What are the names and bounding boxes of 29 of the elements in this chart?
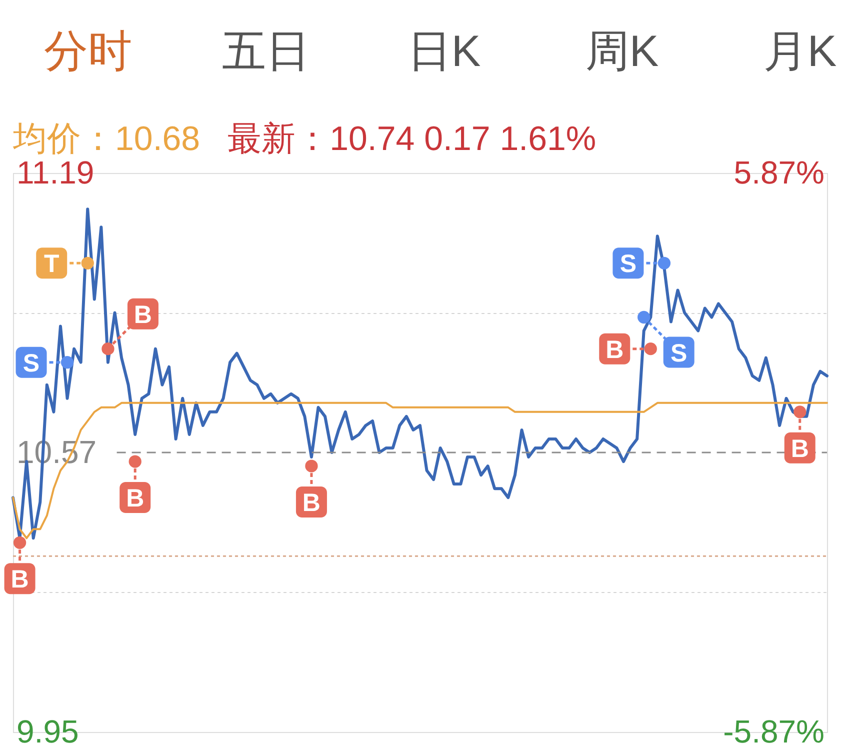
data-label: B [790, 434, 809, 463]
point [128, 455, 142, 468]
text: 周K [585, 27, 659, 76]
data-label: S [670, 339, 688, 368]
text: 日K [407, 27, 481, 76]
chart-subtitle: 最新：10.74 0.17 1.61% [228, 120, 596, 158]
data-label: S [22, 349, 40, 378]
y2-tick-label: -5.87% [723, 714, 824, 748]
data-label: B [302, 489, 320, 518]
data-label: B [10, 566, 29, 594]
point [305, 460, 318, 472]
chart-title: 分时 [44, 27, 132, 76]
data-label: S [620, 250, 637, 278]
y-tick-label: 9.95 [16, 714, 79, 748]
data-label: B [134, 300, 152, 329]
point [638, 310, 650, 324]
point [13, 536, 26, 549]
y2-tick-label: 5.87% [734, 154, 824, 190]
data-label: T [44, 250, 60, 278]
text: 月K [763, 27, 837, 76]
point [658, 256, 671, 270]
point [644, 342, 657, 356]
point [102, 342, 114, 356]
point [81, 256, 94, 270]
data-label: B [126, 484, 144, 513]
point [794, 406, 806, 418]
point [60, 356, 74, 369]
data-label: B [606, 336, 624, 364]
text: 五日 [222, 27, 310, 76]
